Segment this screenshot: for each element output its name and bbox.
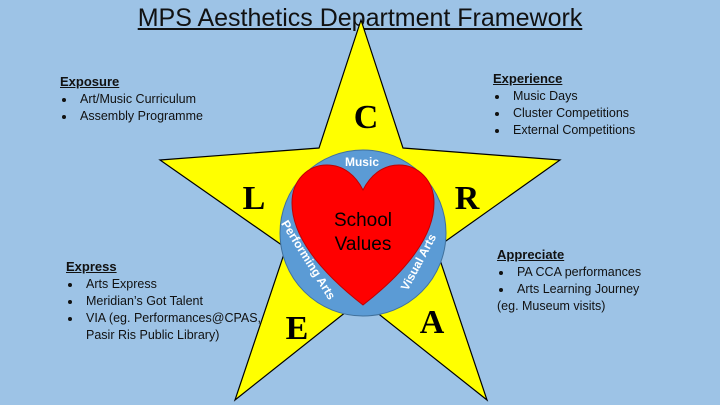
express-item: Meridian’s Got Talent [82,293,261,310]
exposure-item: Assembly Programme [76,108,203,125]
exposure-item: Art/Music Curriculum [76,91,203,108]
letter-l: L [243,180,266,217]
exposure-heading: Exposure [60,74,120,89]
express-heading: Express [66,259,117,274]
experience-item: Cluster Competitions [509,105,635,122]
ring-label-music: Music [345,155,379,169]
letter-r: R [455,180,480,217]
appreciate-item: Arts Learning Journey [513,281,641,298]
express-item-text: VIA (eg. Performances@CPAS, [86,311,262,325]
appreciate-heading: Appreciate [497,247,565,262]
appreciate-box: Appreciate PA CCA performances Arts Lear… [497,246,641,315]
heart-label-line2: Values [335,234,392,255]
experience-heading: Experience [493,71,563,86]
express-item: Arts Express [82,276,261,293]
experience-item: External Competitions [509,122,635,139]
experience-item: Music Days [509,88,635,105]
letter-c: C [354,99,379,136]
express-item-continuation: Pasir Ris Public Library) [86,328,220,342]
exposure-box: Exposure Art/Music Curriculum Assembly P… [60,73,203,125]
express-box: Express Arts Express Meridian’s Got Tale… [66,258,261,344]
express-item: VIA (eg. Performances@CPAS, Pasir Ris Pub… [82,310,261,344]
letter-a: A [420,304,445,341]
appreciate-item-continuation: (eg. Museum visits) [497,299,606,313]
experience-box: Experience Music Days Cluster Competitio… [493,70,635,139]
letter-e: E [286,310,309,347]
appreciate-item: PA CCA performances [513,264,641,281]
heart-label-line1: School [334,210,392,231]
heart-shape [291,164,435,306]
